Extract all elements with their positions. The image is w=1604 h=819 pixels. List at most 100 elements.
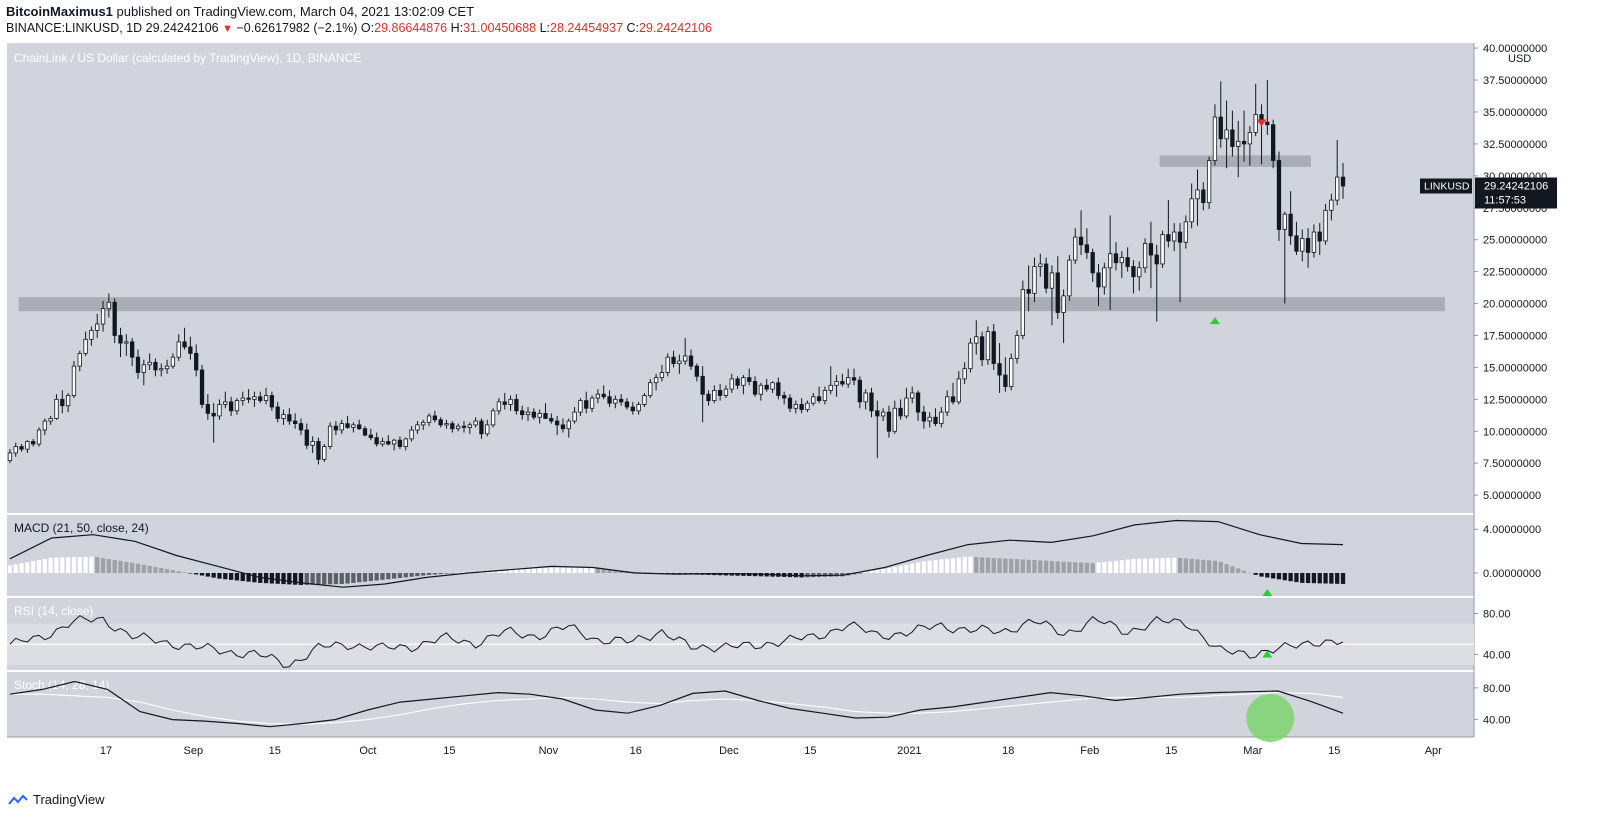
macd-histogram-bar [543,567,548,574]
candle [106,293,112,318]
candle [776,377,781,400]
candle [60,390,65,414]
candle [956,371,961,405]
candle [211,403,216,443]
macd-histogram-bar [1026,559,1031,574]
macd-histogram-bar [298,573,304,586]
macd-histogram-bar [287,573,292,585]
candle [1172,223,1177,252]
stoch-k-line [9,680,1344,728]
footer-brand[interactable]: TradingView [33,792,105,807]
candle [287,408,292,425]
macd-histogram-bar [898,565,903,574]
macd-histogram-bar [48,557,53,574]
candle [758,382,764,401]
candle [1323,203,1328,245]
macd-histogram-bar [607,569,612,574]
candle [671,350,676,368]
candle [1247,126,1253,166]
candle [467,422,472,434]
macd-histogram-bar [135,563,141,574]
footer: TradingView [8,792,105,807]
macd-histogram-bar [566,567,571,574]
candle [118,327,123,358]
macd-histogram-bar [1148,558,1154,574]
candle [269,391,275,411]
macd-histogram-bar [1230,566,1235,574]
candle [1236,120,1241,178]
macd-histogram-bar [281,573,286,585]
price-chart[interactable]: 40.00000000 37.50000000 35.00000000 32.5000… [0,43,1604,766]
candle [898,399,903,420]
candle [263,387,269,405]
macd-histogram-bar [275,573,280,584]
macd-histogram-bar [246,573,251,582]
candle [333,421,339,436]
macd-histogram-bar [345,573,350,584]
candle [613,395,618,409]
macd-label: MACD (21, 50, close, 24) [14,521,149,535]
macd-histogram-bar [968,556,973,574]
candle [624,398,630,410]
candle [584,391,589,414]
rsi-y-tick-label: 40.00 [1483,650,1511,662]
candle [368,428,373,441]
candle [496,398,502,415]
macd-histogram-bar [1038,560,1043,574]
macd-histogram-bar [886,567,892,574]
candle [805,400,810,413]
x-tick-label: 16 [630,745,642,757]
y-tick-label: 7.50000000 [1483,458,1541,470]
candle [316,437,321,465]
macd-histogram-bar [857,573,862,574]
candle [391,438,397,451]
candle [421,419,426,430]
candle [71,361,77,399]
candle [1032,257,1037,303]
macd-histogram-bar [194,573,199,575]
macd-histogram-bar [933,560,938,574]
macd-histogram-bar [613,569,618,574]
candle [1201,182,1206,211]
candle [1177,223,1183,303]
low-value: 28.24454937 [550,21,624,35]
candle [1340,163,1346,199]
macd-histogram-bar [1084,562,1090,574]
author-name[interactable]: BitcoinMaximus1 [6,4,113,19]
candle [310,436,315,453]
macd-histogram-bar [1201,559,1206,574]
candle [19,444,24,452]
macd-histogram-bar [554,567,560,574]
macd-histogram-bar [77,556,82,574]
macd-histogram-bar [380,573,385,580]
macd-histogram-bar [560,567,566,574]
candle [1055,256,1060,319]
candle [1061,289,1066,344]
stoch-d-line [9,692,1344,725]
macd-histogram-bar [921,561,927,574]
candle [968,338,973,373]
candle [630,401,635,415]
candle [502,392,507,410]
x-tick-label: 15 [1328,745,1340,757]
candle [822,386,828,405]
candle [677,354,682,374]
candle [712,385,717,404]
candle [1288,191,1293,245]
candle [403,437,408,451]
x-tick-label: 15 [443,745,455,757]
macd-histogram-bar [1329,573,1334,584]
candle [252,391,257,407]
candle [77,350,82,372]
candle [1166,200,1171,248]
y-tick-label: 15.00000000 [1483,362,1547,374]
candle [1026,265,1031,312]
candle [1038,253,1043,277]
y-tick-label: 5.00000000 [1483,490,1541,502]
macd-histogram-bar [118,560,123,574]
candle [485,419,490,437]
candle [1317,223,1322,256]
horizontal-zone [18,297,1445,312]
candle [1305,228,1311,268]
macd-histogram-bar [444,573,449,574]
